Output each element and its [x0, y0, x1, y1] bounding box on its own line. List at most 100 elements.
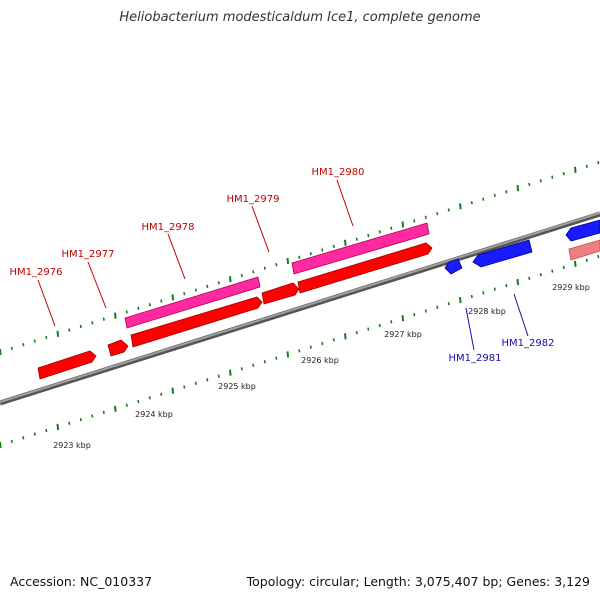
- gene-hm1-2976[interactable]: [37, 350, 97, 380]
- outer-tick-mark: [183, 292, 186, 296]
- outer-tick-mark: [436, 211, 439, 216]
- gene-hm1-2980[interactable]: [297, 242, 433, 294]
- inner-tick-mark: [505, 283, 508, 288]
- outer-tick-mark: [401, 221, 405, 228]
- gene-hm1-2981[interactable]: [444, 258, 463, 275]
- gene-hm1-2977[interactable]: [107, 339, 129, 357]
- inner-tick-mark: [56, 423, 60, 430]
- outer-tick-mark: [309, 252, 312, 256]
- inner-tick-mark: [459, 297, 462, 304]
- outer-tick-mark: [33, 339, 36, 343]
- inner-tick-mark: [298, 349, 301, 353]
- outer-tick-mark: [252, 270, 255, 274]
- outer-tick-mark: [171, 294, 175, 301]
- gene-hm1-2979[interactable]: [261, 282, 300, 305]
- inner-tick-mark: [263, 360, 266, 364]
- inner-tick-mark: [171, 387, 175, 394]
- outer-tick-mark: [378, 230, 381, 234]
- scale-label-2923: 2923 kbp: [53, 441, 91, 450]
- outer-tick-mark: [102, 317, 105, 321]
- inner-tick-mark: [309, 345, 312, 349]
- scale-label-2929: 2929 kbp: [552, 283, 590, 292]
- outer-tick-mark: [22, 343, 25, 347]
- leader-hm1-2979: [251, 205, 270, 253]
- inner-tick-mark: [585, 258, 588, 262]
- outer-tick-ring: [0, 160, 600, 356]
- inner-tick-mark: [183, 385, 186, 389]
- outer-tick-mark: [551, 175, 554, 179]
- outer-tick-mark: [125, 310, 128, 314]
- inner-tick-mark: [79, 417, 82, 422]
- scale-label-2926: 2926 kbp: [301, 356, 339, 365]
- inner-tick-mark: [217, 374, 220, 378]
- inner-tick-mark: [206, 378, 209, 382]
- inner-tick-mark: [137, 399, 140, 404]
- outer-tick-mark: [482, 197, 485, 201]
- outer-tick-mark: [137, 306, 140, 310]
- outer-tick-mark: [516, 185, 520, 192]
- cds-next-reverse[interactable]: [568, 239, 600, 261]
- outer-tick-mark: [217, 281, 220, 285]
- gene-label-hm1-2978: HM1_2978: [142, 222, 195, 233]
- inner-tick-mark: [516, 278, 520, 286]
- outer-tick-mark: [10, 346, 13, 351]
- outer-tick-mark: [91, 321, 94, 325]
- outer-tick-mark: [367, 233, 370, 238]
- inner-tick-mark: [148, 396, 151, 400]
- outer-tick-mark: [194, 288, 197, 292]
- outer-tick-mark: [574, 166, 577, 173]
- outer-tick-mark: [240, 273, 243, 278]
- scale-label-2928: 2928 kbp: [468, 307, 506, 316]
- inner-tick-mark: [539, 273, 542, 277]
- outer-tick-mark: [493, 193, 496, 198]
- inner-tick-mark: [22, 436, 25, 440]
- inner-tick-ring: [0, 254, 600, 449]
- outer-tick-mark: [562, 171, 565, 176]
- scale-label-2927: 2927 kbp: [384, 330, 422, 339]
- gene-label-hm1-2976: HM1_2976: [10, 267, 63, 278]
- inner-tick-mark: [447, 302, 450, 306]
- outer-tick-mark: [424, 215, 427, 219]
- inner-tick-mark: [436, 305, 439, 309]
- outer-tick-mark: [206, 284, 209, 289]
- inner-tick-mark: [597, 254, 600, 259]
- genome-summary-text: Topology: circular; Length: 3,075,407 bp…: [246, 574, 590, 589]
- outer-tick-mark: [470, 201, 473, 205]
- outer-tick-mark: [539, 179, 542, 183]
- outer-tick-mark: [160, 299, 163, 303]
- outer-tick-mark: [585, 164, 588, 168]
- cds-hm1-2980[interactable]: [291, 222, 430, 275]
- gene-hm1-2982[interactable]: [472, 239, 533, 268]
- inner-tick-mark: [286, 351, 290, 358]
- inner-tick-mark: [194, 381, 197, 386]
- inner-tick-mark: [102, 410, 105, 415]
- gene-hm1-2978[interactable]: [130, 296, 263, 348]
- inner-tick-mark: [321, 341, 324, 346]
- outer-tick-mark: [56, 330, 60, 337]
- outer-tick-mark: [45, 335, 48, 340]
- inner-tick-mark: [160, 392, 163, 396]
- gene-label-hm1-2980: HM1_2980: [312, 167, 365, 178]
- inner-tick-mark: [355, 331, 358, 335]
- inner-tick-mark: [562, 265, 565, 270]
- leader-hm1-2978: [167, 233, 186, 280]
- scale-label-2925: 2925 kbp: [218, 382, 256, 391]
- inner-tick-mark: [551, 269, 554, 273]
- outer-tick-mark: [114, 312, 117, 319]
- outer-tick-mark: [275, 262, 278, 267]
- accession-text: Accession: NC_010337: [10, 574, 153, 589]
- inner-tick-mark: [574, 260, 577, 267]
- outer-tick-mark: [597, 160, 600, 165]
- gene-label-hm1-2979: HM1_2979: [227, 194, 280, 205]
- cds-hm1-2978[interactable]: [124, 276, 261, 329]
- gene-next-reverse[interactable]: [565, 219, 600, 242]
- leader-hm1-2977: [87, 261, 107, 309]
- outer-tick-mark: [0, 348, 2, 356]
- leader-hm1-2980: [336, 179, 354, 227]
- inner-tick-mark: [10, 439, 13, 444]
- inner-tick-mark: [367, 327, 370, 331]
- inner-tick-mark: [252, 363, 255, 367]
- inner-tick-mark: [401, 315, 405, 322]
- inner-tick-mark: [229, 369, 232, 376]
